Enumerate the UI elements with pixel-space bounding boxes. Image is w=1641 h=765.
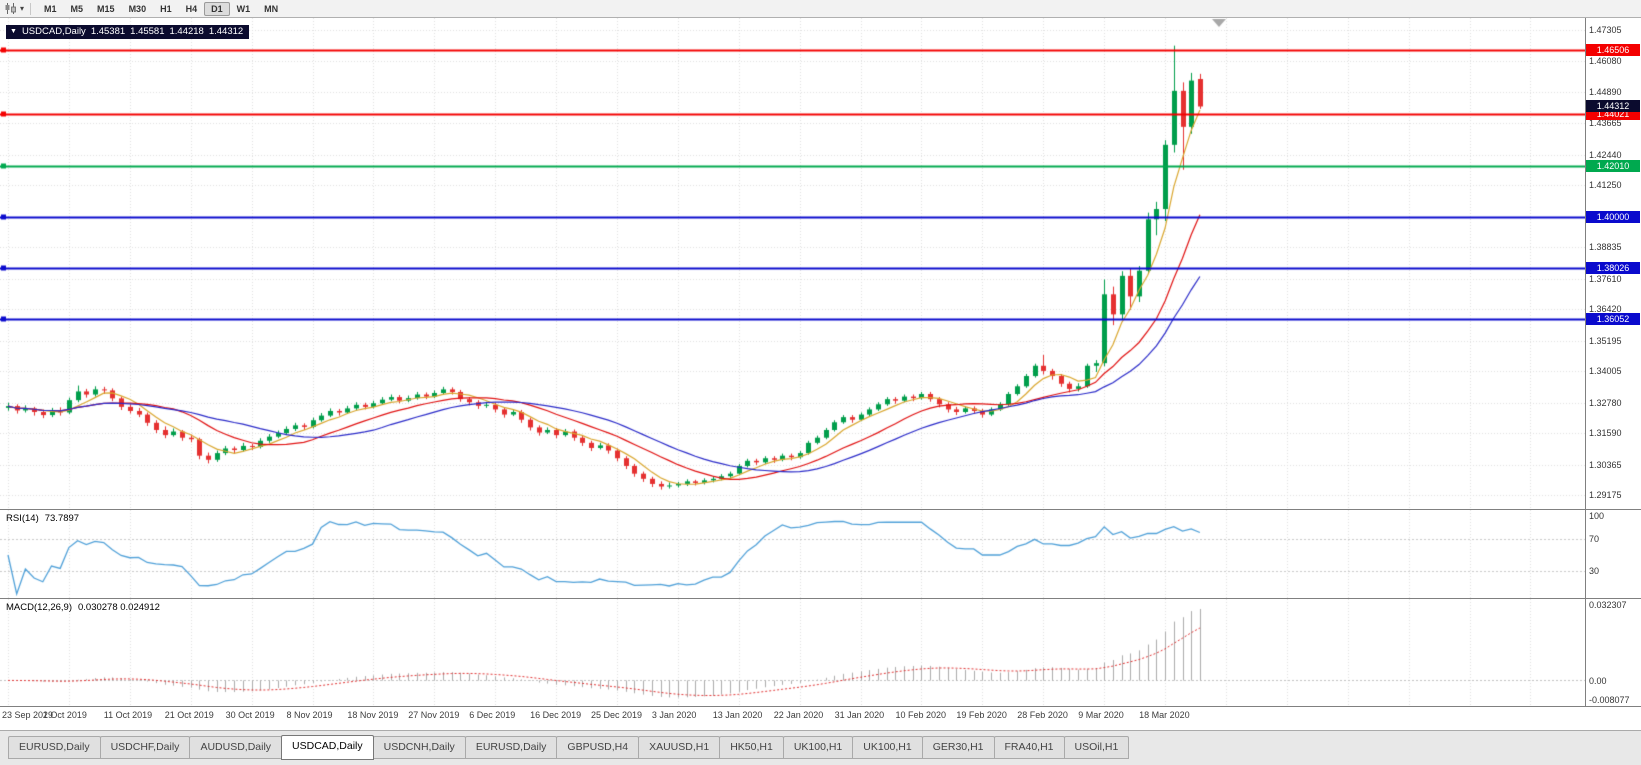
chart-region: ▼ USDCAD,Daily 1.45381 1.45581 1.44218 1… <box>0 18 1641 730</box>
price-axis-tick: 1.36420 <box>1589 304 1622 315</box>
rsi-axis-label: 30 <box>1589 565 1600 576</box>
chart-tab-uk100-h1[interactable]: UK100,H1 <box>782 736 854 759</box>
current-price-tag: 1.44312 <box>1586 100 1640 113</box>
chart-tab-uk100-h1[interactable]: UK100,H1 <box>852 736 923 759</box>
date-axis-label: 13 Jan 2020 <box>712 710 763 720</box>
price-axis-tick: 1.37610 <box>1589 273 1622 284</box>
macd-label: MACD(12,26,9) 0.030278 0.024912 <box>6 602 160 613</box>
date-axis-label: 30 Oct 2019 <box>225 710 275 720</box>
chart-type-candlestick-icon[interactable] <box>4 2 18 15</box>
price-chart-canvas[interactable] <box>0 18 1585 509</box>
timeframe-button-group: M1 M5 M15 M30 H1 H4 D1 W1 MN <box>37 1 285 16</box>
price-level-tag: 1.38026 <box>1586 261 1640 274</box>
panel-separator <box>0 706 1641 707</box>
chart-tab-hk50-h1[interactable]: HK50,H1 <box>719 736 784 759</box>
chart-tab-usdcad-daily[interactable]: USDCAD,Daily <box>281 735 374 760</box>
price-axis-tick: 1.46080 <box>1589 56 1622 67</box>
macd-axis-label: 0.032307 <box>1589 600 1627 610</box>
chart-tab-xauusd-h1[interactable]: XAUUSD,H1 <box>638 736 721 759</box>
date-axis-label: 16 Dec 2019 <box>530 710 582 720</box>
chart-tab-bar: EURUSD,Daily USDCHF,Daily AUDUSD,Daily USDC… <box>0 730 1641 765</box>
price-axis-tick: 1.34005 <box>1589 366 1622 377</box>
timeframe-button-m5[interactable]: M5 <box>70 3 84 14</box>
chart-tab-eurusd-daily[interactable]: EURUSD,Daily <box>8 736 101 759</box>
price-axis-tick: 1.47305 <box>1589 24 1622 35</box>
chart-tab-usdcnh-daily[interactable]: USDCNH,Daily <box>372 736 466 759</box>
timeframe-button-m30[interactable]: M30 <box>128 3 147 14</box>
ohlc-high: 1.45581 <box>130 26 165 37</box>
date-axis-label: 9 Mar 2020 <box>1078 710 1124 720</box>
date-axis-label: 21 Oct 2019 <box>164 710 214 720</box>
date-axis-label: 6 Dec 2019 <box>469 710 516 720</box>
price-level-tag: 1.42010 <box>1586 159 1640 172</box>
date-axis-label: 2 Oct 2019 <box>42 710 87 720</box>
price-axis-tick: 1.38835 <box>1589 242 1622 253</box>
rsi-label: RSI(14) 73.7897 <box>6 513 79 524</box>
timeframe-button-h4[interactable]: H4 <box>185 3 198 14</box>
chart-type-dropdown-caret-icon[interactable]: ▾ <box>20 4 25 13</box>
ohlc-open: 1.45381 <box>90 26 126 37</box>
timeframe-button-m1[interactable]: M1 <box>44 3 57 14</box>
ohlc-close: 1.44312 <box>208 26 244 37</box>
panel-separator <box>0 509 1641 510</box>
price-axis-tick: 1.35195 <box>1589 335 1622 346</box>
date-axis-label: 3 Jan 2020 <box>651 710 697 720</box>
date-axis-label: 31 Jan 2020 <box>834 710 885 720</box>
timeframe-button-mn[interactable]: MN <box>264 3 279 14</box>
date-axis-label: 23 Sep 2019 <box>2 710 54 720</box>
toolbar-separator <box>30 2 32 15</box>
ohlc-low: 1.44218 <box>169 26 204 37</box>
date-axis-label: 18 Mar 2020 <box>1139 710 1190 720</box>
timeframe-button-d1[interactable]: D1 <box>204 1 230 16</box>
price-axis-tick: 1.42440 <box>1589 149 1622 160</box>
price-axis-tick: 1.31590 <box>1589 428 1622 439</box>
date-axis-label: 19 Feb 2020 <box>956 710 1007 720</box>
price-axis-border <box>1585 18 1586 707</box>
panel-separator <box>0 598 1641 599</box>
timeframe-button-h1[interactable]: H1 <box>160 3 172 14</box>
symbol-timeframe-label: USDCAD,Daily <box>21 26 86 37</box>
macd-axis-label: 0.00 <box>1589 675 1607 686</box>
chart-tab-usdchf-daily[interactable]: USDCHF,Daily <box>99 736 191 759</box>
date-axis-label: 25 Dec 2019 <box>591 710 643 720</box>
price-level-tag: 1.46506 <box>1586 44 1640 57</box>
date-axis-label: 27 Nov 2019 <box>408 710 460 720</box>
macd-name: MACD(12,26,9) <box>6 602 72 613</box>
price-level-tag: 1.40000 <box>1586 211 1640 224</box>
chart-tab-usoil-h1[interactable]: USOil,H1 <box>1063 736 1130 759</box>
timeframe-button-w1[interactable]: W1 <box>236 3 251 14</box>
macd-indicator-canvas[interactable] <box>0 599 1585 706</box>
chart-tab-audusd-daily[interactable]: AUDUSD,Daily <box>189 736 283 759</box>
rsi-axis-label: 70 <box>1589 534 1600 545</box>
price-axis-tick: 1.30365 <box>1589 459 1622 470</box>
macd-values: 0.030278 0.024912 <box>78 602 160 613</box>
symbol-dropdown-caret-icon[interactable]: ▼ <box>10 28 17 35</box>
date-axis-label: 18 Nov 2019 <box>347 710 399 720</box>
price-axis-tick: 1.43665 <box>1589 118 1622 129</box>
date-axis-label: 22 Jan 2020 <box>773 710 824 720</box>
date-axis-label: 8 Nov 2019 <box>286 710 333 720</box>
macd-axis-label: -0.008077 <box>1589 695 1630 705</box>
price-axis-tick: 1.44890 <box>1589 86 1622 97</box>
price-axis-tick: 1.29175 <box>1589 490 1622 501</box>
toolbar: ▾ M1 M5 M15 M30 H1 H4 D1 W1 MN <box>0 0 1641 18</box>
candlestick-glyph <box>5 3 16 14</box>
rsi-value: 73.7897 <box>44 513 80 524</box>
date-axis-label: 10 Feb 2020 <box>895 710 947 720</box>
chart-tab-gbpusd-h4[interactable]: GBPUSD,H4 <box>556 736 640 759</box>
date-axis-label: 11 Oct 2019 <box>103 710 153 720</box>
date-axis-label: 28 Feb 2020 <box>1017 710 1068 720</box>
rsi-axis-label: 100 <box>1589 511 1605 521</box>
price-level-tag: 1.36052 <box>1586 312 1640 325</box>
rsi-indicator-canvas[interactable] <box>0 510 1585 598</box>
chart-tab-fra40-h1[interactable]: FRA40,H1 <box>993 736 1065 759</box>
price-axis-tick: 1.32780 <box>1589 397 1622 408</box>
chart-tab-eurusd-daily[interactable]: EURUSD,Daily <box>464 736 558 759</box>
rsi-name: RSI(14) <box>6 513 39 524</box>
timeframe-button-m15[interactable]: M15 <box>97 3 115 14</box>
chart-ohlc-title: ▼ USDCAD,Daily 1.45381 1.45581 1.44218 1… <box>6 25 250 39</box>
price-axis-tick: 1.41250 <box>1589 180 1622 191</box>
chart-tab-ger30-h1[interactable]: GER30,H1 <box>921 736 995 759</box>
